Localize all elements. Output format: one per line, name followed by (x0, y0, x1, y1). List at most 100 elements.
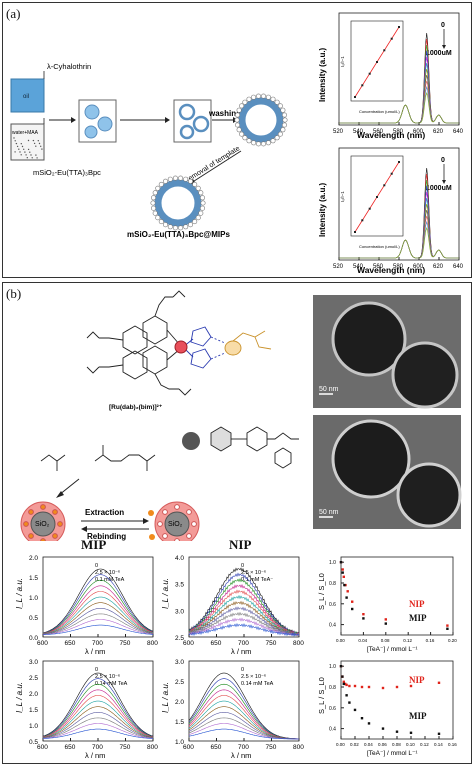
data-point-nip (367, 685, 371, 689)
surface-bead (270, 96, 276, 102)
spectrum-bottom-label-1000: 1000uM (426, 185, 452, 192)
x-tick-label: 620 (433, 129, 444, 135)
y-tick-label: 0.5 (29, 615, 38, 622)
legend-text: 2.5 × 10⁻⁶ (241, 569, 266, 576)
ru-complex-structure (86, 290, 192, 396)
luminescence-curve (188, 572, 300, 635)
x-axis-label: λ / nm (85, 647, 105, 656)
inset-point (398, 161, 400, 163)
data-point-mip (345, 596, 348, 599)
y-tick-label: 2.0 (29, 691, 38, 698)
data-point-mip (446, 627, 449, 630)
binding-site (57, 521, 63, 527)
luminescence-curve (42, 591, 154, 634)
surface-bead (178, 175, 184, 181)
shell-ring (154, 179, 202, 227)
surface-bead (188, 222, 194, 228)
luminescence-curve (43, 723, 153, 739)
luminescence-curve (42, 706, 154, 738)
y-tick-label: 1.0 (175, 739, 184, 746)
x-tick-label: 0.08 (381, 638, 390, 643)
spectrum-top-label-1000: 1000uM (426, 50, 452, 57)
binding-site (40, 504, 46, 510)
x-axis-label: λ / nm (231, 751, 251, 760)
legend-text: 0 (241, 667, 244, 673)
binding-site (162, 509, 168, 515)
x-tick-label: 600 (183, 744, 194, 751)
spectrum-top-inset-xlabel: Concentration (umol/L) (359, 109, 400, 114)
x-tick-label: 0.12 (403, 638, 412, 643)
legend-text: 0 (95, 667, 98, 673)
y-tick-label: 0.6 (329, 602, 336, 608)
spectrum-top-ylabel: Intensity (a.u.) (318, 47, 327, 102)
surface-bead (239, 131, 245, 137)
x-tick-label: 750 (266, 744, 277, 751)
luminescence-curve (42, 579, 154, 634)
analyte-dot-extraction (148, 510, 154, 516)
binding-site (191, 521, 197, 527)
panel-b: (b) (2, 282, 472, 764)
washing-label: washing (208, 109, 241, 118)
extraction-label: Extraction (85, 508, 124, 517)
surface-bead (234, 117, 240, 123)
surface-bead (281, 122, 287, 128)
spectrum-top-inset-ylabel: I₀/I−1 (340, 56, 345, 67)
luminescence-curve (188, 589, 300, 636)
y-tick-label: 1.0 (329, 664, 336, 670)
luminescence-curve (188, 606, 300, 636)
particle-right-label: SiO₂ (168, 521, 183, 528)
nip-spectrum-1: 600 650 700 750 800 4.0 3.5 3.0 2.5 I_L / a.u. λ /… (161, 555, 304, 656)
binding-site (174, 504, 180, 510)
inset-point (398, 26, 400, 28)
x-tick-label: 540 (353, 264, 364, 270)
surface-bead (192, 219, 198, 225)
y-tick-label: 2.0 (29, 555, 38, 562)
surface-bead (277, 103, 283, 109)
data-point-nip (437, 681, 441, 684)
y-tick-label: 1.0 (329, 560, 336, 566)
y-axis-label: S_L / S_L0 (317, 677, 326, 714)
luminescence-curve (42, 596, 154, 635)
x-tick-label: 600 (37, 744, 48, 751)
water-box-label: water+MAA (12, 130, 39, 136)
binding-site (52, 509, 58, 515)
reagent1-label: λ-Cyhalothrin (47, 62, 91, 71)
spectrum-plot-top: Intensity (a.u.) Wavelength (nm) 0 1000u… (318, 12, 464, 140)
surface-bead (236, 107, 242, 113)
mip-spectrum-1: 600 650 700 750 800 2.0 1.5 1.0 0.5 0.0 I_L / a.u.… (15, 555, 158, 656)
surface-bead (200, 200, 206, 206)
inset-point (383, 49, 386, 52)
data-point-nip (348, 684, 351, 688)
inset-point (368, 207, 371, 210)
tem-scale-1: 50 nm (319, 386, 339, 393)
binding-site (40, 538, 46, 541)
surface-bead (260, 141, 266, 147)
surface-bead (158, 181, 164, 187)
nip-title: NIP (229, 537, 252, 552)
analyte-dot-rebinding (149, 534, 155, 540)
x-tick-label: 0.04 (358, 638, 367, 643)
surface-bead (277, 131, 283, 137)
surface-bead (251, 140, 257, 146)
surface-bead (274, 135, 280, 141)
x-tick-label: 0.16 (426, 638, 435, 643)
sio2-core (30, 511, 56, 537)
panel-a: (a) oil λ-Cyhalothrin water+MAA mSiO₂-Eu… (2, 2, 472, 278)
luminescence-curve (42, 568, 154, 634)
x-tick-label: 750 (266, 640, 277, 647)
luminescence-curve (42, 728, 154, 739)
x-tick-label: 0.00 (336, 638, 345, 643)
data-point-nip (360, 685, 364, 689)
legend-text: 2.5 × 10⁻⁶ (241, 673, 266, 680)
data-point-mip (339, 561, 343, 564)
mip-series-label: MIP (409, 711, 427, 721)
surface-bead (163, 178, 169, 184)
surface-bead (239, 103, 245, 109)
data-point-nip (351, 600, 354, 603)
silica-core-icon (182, 432, 200, 450)
y-tick-label: 1.0 (29, 723, 38, 730)
x-tick-label: 640 (453, 129, 464, 135)
x-tick-label: 520 (333, 264, 344, 270)
surface-bead (167, 224, 173, 230)
ratio-chart-1: 0.00 0.04 0.08 0.12 0.16 0.20 1.0 0.8 0.6 0.4 S_L … (317, 556, 457, 653)
